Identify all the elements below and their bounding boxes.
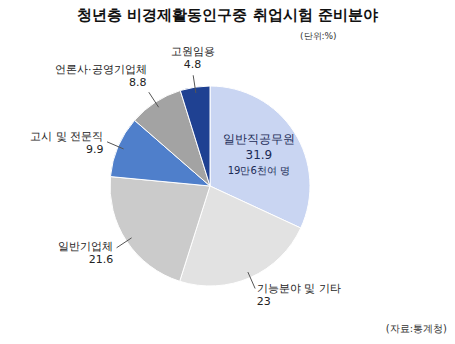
html-text:(자료:통계청): (자료:통계청): [385, 323, 447, 334]
svg-text:언론사·공영기업체: 언론사·공영기업체: [55, 63, 147, 76]
svg-text:19만6천여 명: 19만6천여 명: [228, 165, 290, 176]
svg-text:21.6: 21.6: [89, 253, 114, 266]
svg-text:23: 23: [257, 295, 271, 308]
svg-text:31.9: 31.9: [246, 148, 273, 162]
svg-text:기능분야 및 기타: 기능분야 및 기타: [257, 282, 341, 295]
svg-text:8.8: 8.8: [129, 76, 147, 89]
svg-text:일반기업체: 일반기업체: [58, 240, 113, 253]
html-text:(단위:%): (단위:%): [300, 31, 337, 41]
html-text:청년층 비경제활동인구중 취업시험 준비분야: 청년층 비경제활동인구중 취업시험 준비분야: [77, 6, 378, 24]
svg-text:일반직공무원: 일반직공무원: [223, 132, 295, 146]
svg-text:고시 및 전문직: 고시 및 전문직: [30, 130, 103, 143]
svg-text:9.9: 9.9: [86, 143, 104, 156]
svg-text:4.8: 4.8: [184, 58, 202, 71]
svg-text:고원임용: 고원임용: [171, 45, 215, 58]
